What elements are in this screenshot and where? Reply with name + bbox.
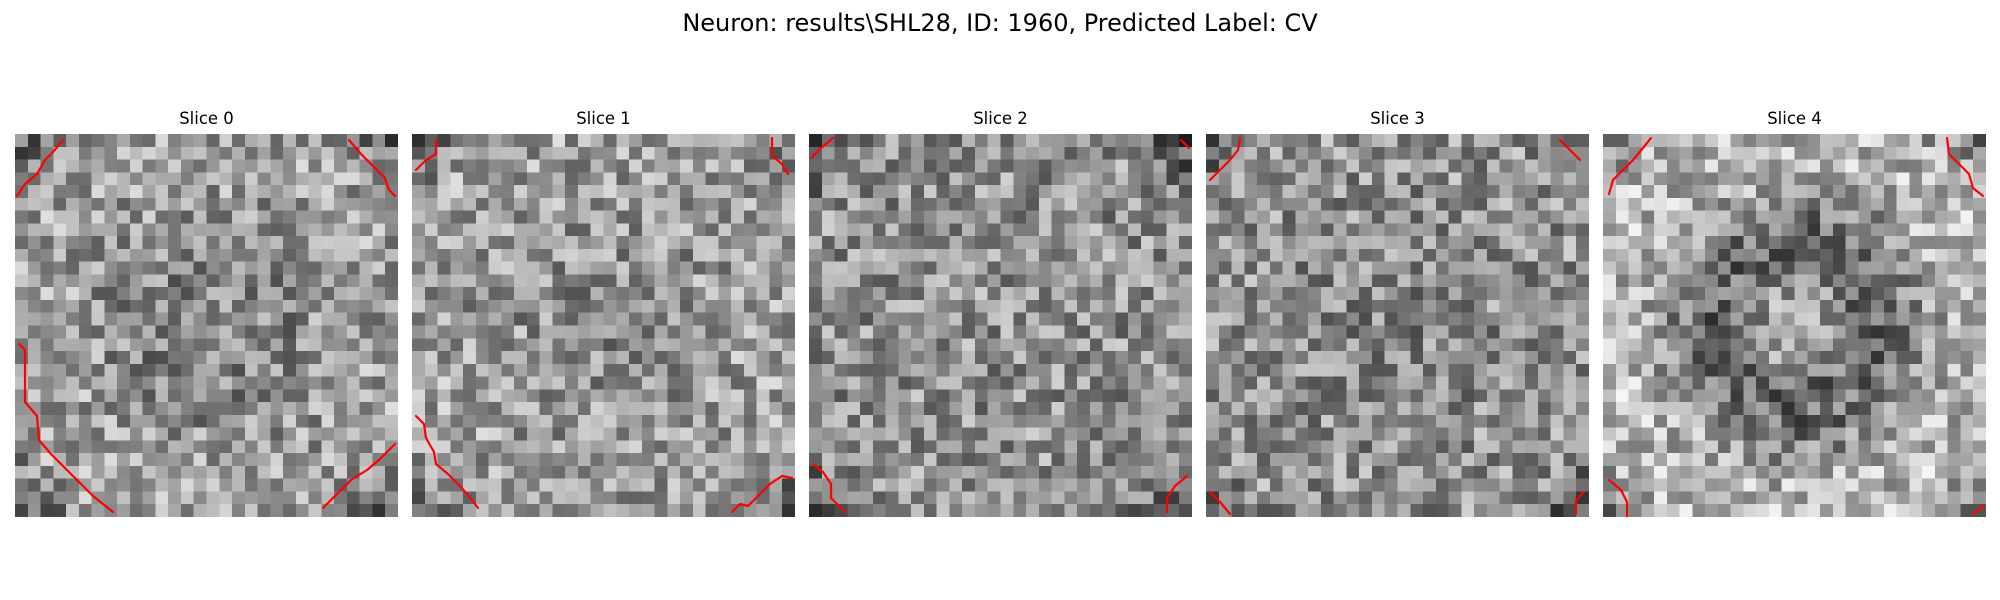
- slice-title: Slice 3: [1370, 109, 1425, 128]
- slice-image: [15, 134, 398, 517]
- slice-image: [809, 134, 1192, 517]
- contour-line: [1971, 504, 1985, 516]
- contour-line: [1558, 138, 1582, 162]
- slice-title: Slice 4: [1767, 109, 1822, 128]
- contour-overlay: [1607, 136, 1985, 517]
- slice-title: Slice 2: [973, 109, 1028, 128]
- contour-line: [1945, 136, 1985, 198]
- slice-panel-3: Slice 3: [1206, 108, 1589, 517]
- contour-line: [1179, 138, 1191, 150]
- slice-panel-0: Slice 0: [15, 108, 398, 517]
- contour-line: [1208, 136, 1242, 182]
- contour-overlay: [15, 138, 397, 514]
- contour-line: [770, 136, 790, 176]
- contour-line: [730, 474, 794, 514]
- contour-overlay: [809, 136, 1191, 514]
- slice-title: Slice 0: [179, 109, 234, 128]
- contour-line: [347, 138, 397, 198]
- contour-line: [1607, 478, 1629, 517]
- contour-line: [1607, 136, 1653, 196]
- contour-overlay: [1208, 136, 1586, 516]
- contour-line: [811, 462, 847, 514]
- slice-panel-4: Slice 4: [1603, 108, 1986, 517]
- contour-line: [1165, 474, 1189, 514]
- slice-image: [412, 134, 795, 517]
- contour-line: [17, 342, 115, 514]
- contour-line: [414, 414, 480, 510]
- slice-title: Slice 1: [576, 109, 631, 128]
- contour-line: [414, 138, 438, 172]
- contour-line: [809, 136, 835, 160]
- contour-overlay: [414, 136, 794, 514]
- slice-image: [1206, 134, 1589, 517]
- contour-line: [1574, 490, 1586, 516]
- slice-panel-2: Slice 2: [809, 108, 1192, 517]
- slice-panel-1: Slice 1: [412, 108, 795, 517]
- contour-line: [321, 442, 397, 510]
- figure-title: Neuron: results\SHL28, ID: 1960, Predict…: [682, 9, 1318, 37]
- contour-line: [15, 138, 65, 198]
- slice-image: [1603, 134, 1986, 517]
- contour-line: [1208, 490, 1232, 516]
